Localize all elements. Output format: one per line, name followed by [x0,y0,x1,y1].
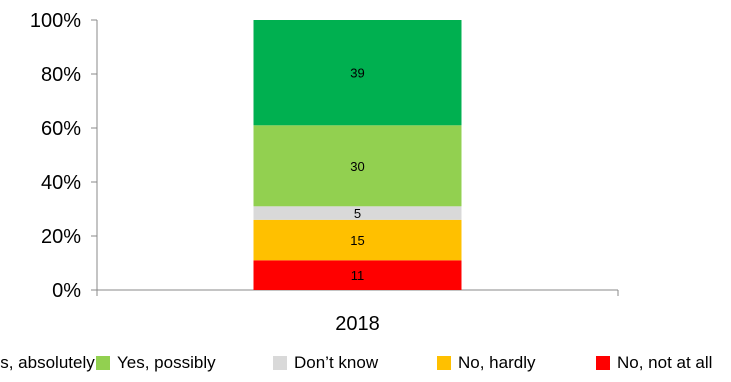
bars: 11 15 5 30 39 [253,20,462,290]
data-label: 39 [350,66,364,81]
legend-label: No, hardly [458,353,536,372]
data-label: 30 [350,159,364,174]
legend-label: Yes, absolutely [0,353,95,372]
bar-segment [253,206,462,220]
y-tick-label: 40% [41,172,81,194]
data-label: 11 [351,268,365,283]
legend-swatch [96,356,110,370]
y-tick-label: 20% [41,226,81,248]
legend: Yes, absolutely Yes, possibly Don’t know No… [0,353,712,372]
data-label: 15 [350,233,364,248]
legend-label: Don’t know [294,353,379,372]
data-label: 5 [354,206,361,221]
bar-segment [253,219,462,261]
plot-area: 0% 20% 40% 60% 80% 100% 11 15 5 30 39 2018 [30,10,619,335]
y-tick-label: 100% [30,10,81,32]
legend-label: No, not at all [617,353,712,372]
legend-label: Yes, possibly [117,353,216,372]
legend-swatch [273,356,287,370]
bar-segment [253,260,462,290]
x-labels: 2018 [335,313,380,335]
x-tick-label: 2018 [335,313,380,335]
bar-segment [253,125,462,207]
y-tick-label: 0% [52,280,81,302]
y-ticks: 0% 20% 40% 60% 80% 100% [30,10,619,302]
y-tick-label: 80% [41,64,81,86]
legend-swatch [596,356,610,370]
bar-segment [253,20,462,126]
legend-swatch [437,356,451,370]
y-tick-label: 60% [41,118,81,140]
